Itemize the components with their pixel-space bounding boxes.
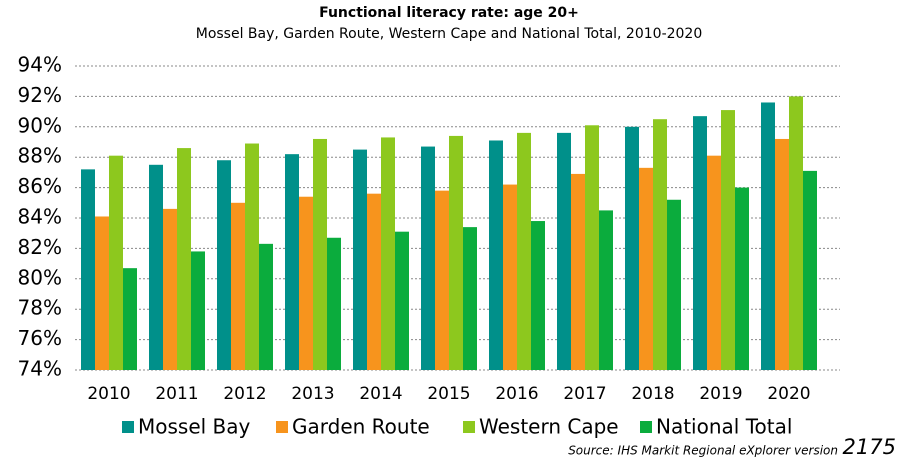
bar (81, 169, 95, 370)
bar (735, 187, 749, 370)
bar (381, 137, 395, 370)
chart-title: Functional literacy rate: age 20+ (319, 5, 579, 21)
y-tick-label: 82% (18, 235, 62, 259)
x-tick-label: 2013 (291, 384, 334, 404)
x-tick-label: 2018 (631, 384, 674, 404)
bar (395, 231, 409, 370)
bar (421, 146, 435, 370)
y-tick-label: 94% (18, 53, 62, 77)
source-version: 2175 (843, 435, 896, 459)
bar (789, 96, 803, 371)
chart-subtitle: Mossel Bay, Garden Route, Western Cape a… (196, 26, 703, 42)
bar (217, 160, 231, 370)
x-tick-label: 2016 (495, 384, 538, 404)
bar (149, 164, 163, 370)
legend-swatch (276, 421, 288, 433)
x-tick-label: 2020 (767, 384, 810, 404)
x-tick-label: 2012 (223, 384, 266, 404)
bar (667, 199, 681, 370)
x-tick-label: 2011 (155, 384, 198, 404)
y-tick-label: 78% (18, 296, 62, 320)
y-tick-label: 92% (18, 83, 62, 107)
bar (517, 132, 531, 370)
bar (231, 202, 245, 370)
legend-label: Mossel Bay (138, 415, 251, 439)
bar (299, 196, 313, 370)
bar (191, 251, 205, 370)
y-tick-label: 74% (18, 357, 62, 381)
legend-label: National Total (656, 415, 792, 439)
x-tick-label: 2010 (87, 384, 130, 404)
y-tick-label: 88% (18, 144, 62, 168)
bar (435, 190, 449, 370)
legend-swatch (640, 421, 652, 433)
bar (177, 148, 191, 370)
bar (367, 193, 381, 370)
bar (531, 221, 545, 370)
bar (803, 170, 817, 370)
legend-label: Garden Route (292, 415, 430, 439)
bar (123, 268, 137, 370)
bar (721, 110, 735, 370)
bar (639, 167, 653, 370)
y-tick-label: 84% (18, 205, 62, 229)
bar (259, 243, 273, 370)
bar (571, 173, 585, 370)
bar (599, 210, 613, 370)
bar (285, 154, 299, 370)
legend-label: Western Cape (479, 415, 619, 439)
x-tick-label: 2017 (563, 384, 606, 404)
bar (449, 135, 463, 370)
bar (653, 119, 667, 370)
bar (775, 138, 789, 370)
bar (489, 140, 503, 370)
x-tick-label: 2014 (359, 384, 402, 404)
bar (163, 208, 177, 370)
bar (503, 184, 517, 370)
legend-swatch (122, 421, 134, 433)
y-tick-label: 86% (18, 174, 62, 198)
bar (693, 116, 707, 370)
x-tick-label: 2015 (427, 384, 470, 404)
bar (585, 125, 599, 370)
source: Source: IHS Markit Regional eXplorer ver… (568, 444, 838, 458)
bar (245, 143, 259, 370)
bar (761, 102, 775, 370)
bar (109, 155, 123, 370)
bar (327, 237, 341, 370)
bar (707, 155, 721, 370)
y-tick-label: 76% (18, 326, 62, 350)
bar (463, 227, 477, 370)
bar (557, 132, 571, 370)
bar (625, 126, 639, 370)
legend-swatch (463, 421, 475, 433)
bar (313, 138, 327, 370)
x-tick-label: 2019 (699, 384, 742, 404)
y-tick-label: 80% (18, 265, 62, 289)
y-tick-label: 90% (18, 113, 62, 137)
bar (95, 216, 109, 370)
bar (353, 149, 367, 370)
